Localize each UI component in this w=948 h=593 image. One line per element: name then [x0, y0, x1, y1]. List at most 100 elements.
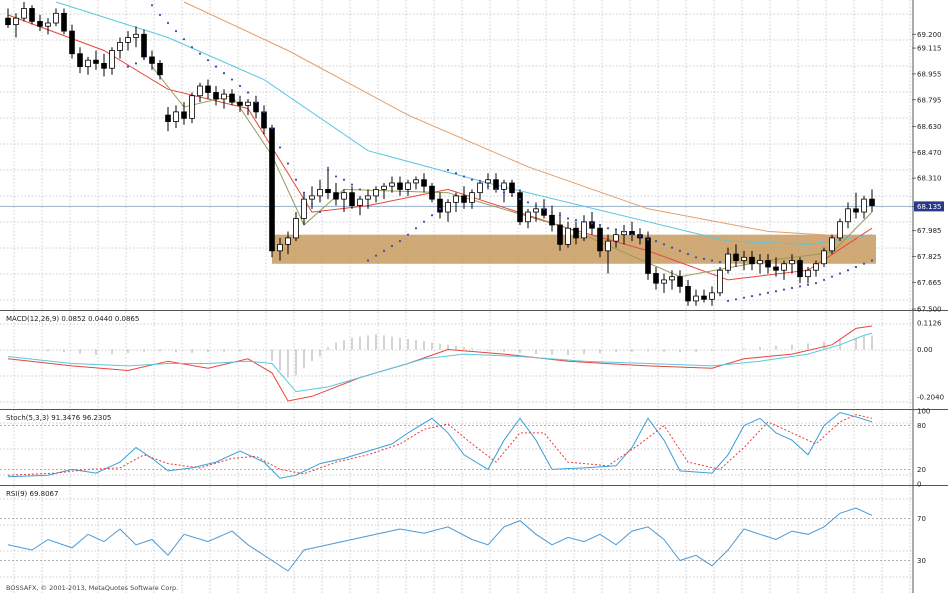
candle-body [245, 101, 251, 106]
copyright-text: BOSSAFX, © 2001-2013, MetaQuotes Softwar… [6, 584, 178, 592]
sar-dot [350, 183, 354, 186]
candle-body [789, 260, 795, 265]
price-tick-label: 68.795 [917, 96, 942, 104]
price-panel[interactable] [0, 1, 912, 306]
candle-body [709, 292, 715, 300]
sar-dot [294, 178, 298, 181]
candle-body [5, 17, 11, 26]
candle-body [205, 85, 211, 93]
sar-dot [862, 262, 866, 265]
candle-body [301, 198, 307, 219]
candle-body [149, 56, 155, 64]
sar-dot [718, 261, 722, 264]
sar-dot [710, 259, 714, 262]
candle-body [773, 266, 779, 271]
sar-dot [790, 286, 794, 290]
candle-body [821, 250, 827, 265]
sar-dot [638, 235, 642, 238]
sar-dot [126, 65, 130, 68]
sar-dot [606, 227, 610, 230]
sar-dot [262, 110, 266, 113]
candle-body [37, 20, 43, 27]
candle-body [453, 195, 459, 203]
sar-dot [566, 217, 570, 220]
sar-dot [734, 298, 738, 301]
sar-dot [870, 259, 874, 262]
sar-dot [846, 269, 850, 272]
candle-body [85, 59, 91, 68]
macd-tick-label: -0.2040 [917, 394, 944, 402]
sar-dot [774, 290, 778, 293]
macd-line [7, 325, 873, 402]
stoch-tick-label: 100 [917, 408, 930, 416]
sar-dot [302, 191, 306, 194]
sar-dot [518, 198, 522, 201]
sar-dot [694, 256, 698, 259]
candle-body [261, 111, 267, 129]
stoch-tick-label: 20 [917, 466, 926, 474]
rsi-panel[interactable]: RSI(9) 69.8067 [0, 490, 912, 572]
sar-dot [646, 238, 650, 241]
sar-dot [630, 233, 634, 236]
candle-body [357, 198, 363, 206]
stoch-panel[interactable]: Stoch(5,3,3) 91.3476 96.2305 [0, 411, 912, 479]
sar-dot [254, 101, 258, 104]
candle-body [77, 53, 83, 68]
candle-body [749, 256, 755, 265]
candle-body [29, 8, 35, 22]
sar-dot [534, 204, 538, 207]
candle-body [333, 192, 339, 200]
sar-dot [614, 228, 618, 231]
price-tick-label: 69.115 [917, 45, 942, 53]
sar-dot [558, 214, 562, 217]
candle-body [117, 41, 123, 51]
candle-body [69, 30, 75, 55]
sar-dot [670, 246, 674, 249]
candle-body [693, 295, 699, 302]
candle-body [685, 285, 691, 302]
candle-body [285, 237, 291, 245]
candle-body [229, 93, 235, 103]
candle-body [93, 59, 99, 64]
sar-dot [582, 220, 586, 223]
sar-dot [278, 146, 282, 149]
sar-dot [446, 168, 450, 172]
sar-dot [438, 207, 442, 210]
support-zone [272, 234, 876, 264]
candle-body [781, 263, 787, 271]
price-tick-label: 68.955 [917, 70, 942, 78]
candle-body [309, 195, 315, 200]
candle-body [557, 224, 563, 245]
macd-panel[interactable]: MACD(12,26,9) 0.0852 0.0440 0.0865 [6, 315, 873, 402]
candle-body [613, 234, 619, 242]
sar-dot [622, 230, 626, 233]
moving-average-ma_slow [183, 1, 873, 239]
candle-body [605, 240, 611, 252]
candle-body [661, 279, 667, 284]
sar-dot [390, 244, 394, 248]
sar-dot [662, 243, 666, 246]
candle-body [429, 185, 435, 200]
sar-dot [590, 222, 594, 225]
candle-body [253, 101, 259, 113]
sar-dot [542, 207, 546, 210]
sar-dot [406, 233, 410, 236]
sar-dot [822, 278, 826, 282]
candle-body [517, 192, 523, 223]
candle-body [381, 185, 387, 190]
sar-dot [382, 249, 386, 252]
price-axis: 69.200 69.115 68.955 68.795 68.630 68.470 68.3… [912, 31, 944, 565]
sar-dot [678, 249, 682, 252]
candle-body [669, 276, 675, 281]
candle-body [325, 189, 331, 194]
sar-dot [182, 38, 186, 41]
candle-body [741, 256, 747, 261]
sar-dot [478, 181, 482, 185]
sar-dot [702, 257, 706, 261]
price-tick-label: 68.470 [917, 149, 942, 157]
sar-dot [142, 57, 146, 60]
price-tick-label: 67.825 [917, 253, 942, 261]
rsi-tick-label: 70 [917, 515, 926, 523]
